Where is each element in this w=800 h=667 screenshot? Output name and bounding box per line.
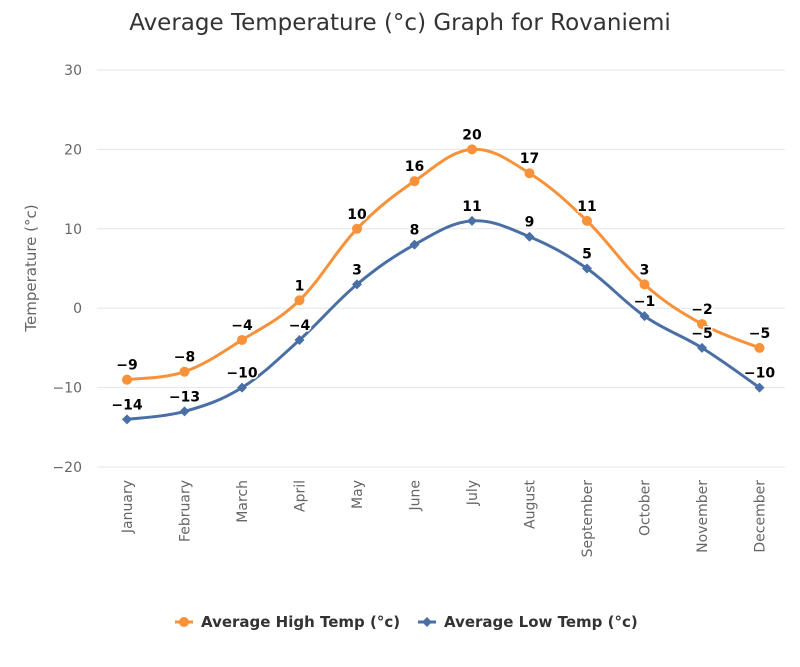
- data-label: −4: [231, 318, 253, 334]
- data-point[interactable]: [294, 334, 305, 345]
- y-axis-label: Temperature (°c): [22, 204, 40, 332]
- data-point[interactable]: [467, 144, 477, 155]
- x-tick-label: September: [580, 480, 596, 558]
- series-high-temp: [122, 144, 765, 385]
- data-point[interactable]: [582, 215, 592, 226]
- y-tick-label: 20: [64, 142, 82, 158]
- data-point[interactable]: [754, 382, 765, 393]
- y-tick-label: 30: [64, 63, 82, 79]
- data-point[interactable]: [582, 263, 592, 274]
- x-tick-label: November: [695, 480, 711, 553]
- data-point[interactable]: [639, 279, 650, 290]
- legend-label: Average Low Temp (°c): [444, 613, 638, 631]
- data-label: 11: [577, 199, 596, 215]
- data-label: 11: [462, 199, 481, 215]
- x-tick-label: December: [753, 480, 769, 553]
- data-point[interactable]: [179, 406, 190, 417]
- data-label: 20: [462, 127, 482, 143]
- data-point[interactable]: [122, 414, 132, 425]
- x-tick-label: April: [293, 480, 309, 512]
- legend-item-low-temp[interactable]: Average Low Temp (°c): [418, 613, 638, 631]
- data-point[interactable]: [754, 342, 765, 353]
- data-point[interactable]: [697, 342, 707, 353]
- data-label: −5: [749, 326, 770, 342]
- diamond-marker-icon: [422, 617, 432, 627]
- data-point[interactable]: [179, 366, 190, 377]
- x-tick-label: June: [408, 480, 424, 512]
- series-low-temp: [122, 215, 765, 425]
- data-label: 5: [582, 247, 592, 263]
- x-tick-label: March: [235, 480, 251, 523]
- data-point[interactable]: [237, 334, 247, 345]
- data-label: −2: [691, 302, 712, 318]
- x-tick-label: October: [638, 480, 654, 536]
- chart-title: Average Temperature (°c) Graph for Rovan…: [129, 10, 671, 36]
- data-label: 1: [295, 278, 305, 294]
- data-point[interactable]: [237, 382, 247, 393]
- data-point[interactable]: [467, 215, 477, 226]
- data-point[interactable]: [409, 176, 420, 187]
- data-label: −5: [691, 326, 712, 342]
- circle-marker-icon: [179, 617, 189, 627]
- data-point[interactable]: [524, 231, 535, 242]
- data-point[interactable]: [639, 311, 650, 322]
- series-line: [126, 219, 761, 421]
- data-label: 3: [352, 262, 362, 278]
- y-tick-label: −10: [52, 381, 82, 397]
- x-tick-label: February: [178, 480, 194, 542]
- data-point[interactable]: [697, 319, 707, 330]
- data-point[interactable]: [122, 374, 132, 385]
- series-line: [126, 147, 761, 382]
- data-label: −8: [174, 350, 195, 366]
- data-label: −1: [634, 294, 655, 310]
- data-label: 3: [640, 262, 650, 278]
- data-labels: −9 −8 −4 1 10 16 20 17 11 3 −2 −5 −14 −13 −10 −4 3 8 11 9 5 −…: [110, 126, 777, 415]
- data-label: 10: [347, 207, 367, 223]
- data-label: −10: [226, 366, 257, 382]
- data-point[interactable]: [352, 279, 362, 290]
- x-tick-label: January: [120, 480, 136, 534]
- legend-label: Average High Temp (°c): [201, 613, 400, 631]
- data-point[interactable]: [409, 239, 420, 250]
- y-tick-label: 0: [73, 301, 82, 317]
- x-tick-label: May: [350, 480, 366, 509]
- data-label: 9: [525, 215, 535, 231]
- legend-item-high-temp[interactable]: Average High Temp (°c): [175, 613, 400, 631]
- data-label: 17: [520, 151, 539, 167]
- data-label: −4: [289, 318, 311, 334]
- data-label: −14: [111, 397, 142, 413]
- data-label: −9: [116, 358, 137, 374]
- series-lines: [122, 144, 765, 425]
- y-tick-label: 10: [64, 222, 82, 238]
- data-label: −13: [169, 389, 200, 405]
- y-tick-label: −20: [52, 460, 82, 476]
- data-label: 8: [410, 223, 420, 239]
- data-point[interactable]: [352, 223, 362, 234]
- legend: Average High Temp (°c) Average Low Temp (…: [175, 613, 638, 631]
- data-label: −10: [744, 366, 775, 382]
- data-point[interactable]: [524, 168, 535, 179]
- x-tick-label: July: [465, 480, 481, 506]
- data-point[interactable]: [294, 295, 305, 306]
- data-label: 16: [405, 159, 424, 175]
- y-axis-ticks: 30 20 10 0 −10 −20: [52, 63, 82, 476]
- x-tick-label: August: [523, 479, 539, 529]
- x-axis-ticks: January February March April May June July Augu…: [120, 479, 769, 557]
